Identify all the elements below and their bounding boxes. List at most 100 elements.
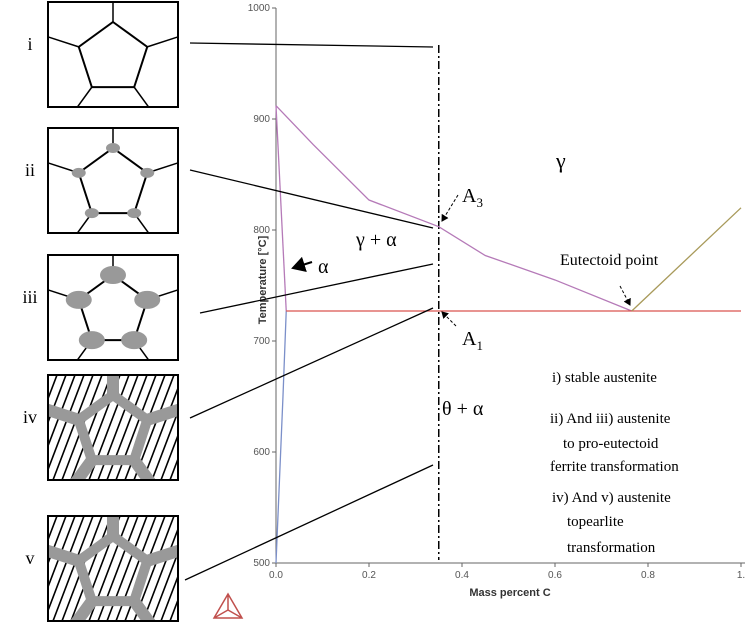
annotation: iv) And v) austenite xyxy=(552,490,671,506)
ferrite-band xyxy=(48,403,81,426)
ferrite xyxy=(106,143,120,153)
ferrite xyxy=(100,266,126,284)
ferrite-band xyxy=(145,403,178,426)
annotation-text: to pro-eutectoid xyxy=(563,436,659,452)
annotation: topearlite xyxy=(567,514,624,530)
annotation: transformation xyxy=(567,540,656,556)
lamella xyxy=(48,516,58,542)
y-tick-label: 1000 xyxy=(248,3,271,14)
y-tick-label: 800 xyxy=(253,225,270,236)
panel-label: ii xyxy=(25,160,35,180)
microstructure xyxy=(0,374,246,481)
y-tick-label: 500 xyxy=(253,558,270,569)
lamella xyxy=(151,550,178,621)
annotation-text: θ + α xyxy=(442,398,484,420)
annotation: to pro-eutectoid xyxy=(563,436,659,452)
annotation-subscript: 3 xyxy=(476,195,483,210)
phase-boundary xyxy=(275,105,287,312)
panel-label: i xyxy=(27,34,32,54)
lamella xyxy=(48,375,67,425)
panel-label: iii xyxy=(22,287,37,307)
lamella xyxy=(48,516,67,566)
annotation-text: γ + α xyxy=(355,229,397,251)
phase-boundary xyxy=(631,207,742,312)
grain xyxy=(77,20,149,89)
lamella xyxy=(142,385,178,480)
connectors xyxy=(184,42,434,581)
lamella xyxy=(188,375,228,480)
lamella xyxy=(169,456,178,480)
x-tick-label: 0.4 xyxy=(455,570,469,581)
ferrite xyxy=(121,331,148,350)
annotation: A1 xyxy=(462,328,483,353)
grains xyxy=(48,128,178,233)
plot: Temperature [°C] Mass percent C 500 600 70… xyxy=(248,3,745,599)
y-tick-label: 700 xyxy=(253,336,270,347)
lamella xyxy=(206,375,246,480)
ferrite-band xyxy=(145,544,178,567)
lamella xyxy=(160,574,178,621)
ferrite xyxy=(71,167,86,178)
panel-frame xyxy=(47,515,179,622)
y-tick-label: 900 xyxy=(253,114,270,125)
annotation-subscript: 1 xyxy=(476,338,483,353)
panel-frame xyxy=(47,1,179,108)
lamella xyxy=(169,597,178,621)
annotation-text: ii) And iii) austenite xyxy=(550,411,671,427)
grain-boundary xyxy=(147,36,178,48)
lamella xyxy=(206,516,246,621)
panel-label: v xyxy=(26,548,35,568)
annotation-text: A xyxy=(462,185,477,207)
panel-frame xyxy=(47,374,179,481)
annotation: α xyxy=(318,256,329,278)
grain xyxy=(77,273,149,342)
x-axis-label: Mass percent C xyxy=(469,587,550,599)
panel-frame xyxy=(47,127,179,234)
annotation-text: transformation xyxy=(567,540,656,556)
lamella xyxy=(0,375,39,480)
annotation-text: α xyxy=(318,256,329,278)
y-tick-label: 600 xyxy=(253,447,270,458)
y-axis-label: Temperature [°C] xyxy=(257,235,269,324)
annotation-text: Eutectoid point xyxy=(560,252,659,269)
annotation-text: iv) And v) austenite xyxy=(552,490,671,506)
ferrite xyxy=(65,290,92,309)
annotation: Eutectoid point xyxy=(560,252,659,269)
ferrite-band xyxy=(48,544,81,567)
ferrite xyxy=(127,208,142,219)
lamella xyxy=(160,433,178,480)
lamella xyxy=(0,516,39,621)
x-tick-label: 0.2 xyxy=(362,570,376,581)
annotation: ii) And iii) austenite xyxy=(550,411,671,427)
phase-boundary xyxy=(275,105,632,312)
ferrite xyxy=(140,167,155,178)
lamella xyxy=(52,516,94,621)
grains xyxy=(0,516,246,621)
annotation: A3 xyxy=(462,185,483,210)
lamella xyxy=(142,526,178,621)
ferrite-band xyxy=(72,529,154,607)
x-tick-label: 0.6 xyxy=(548,570,562,581)
annotation: ferrite transformation xyxy=(550,459,679,475)
microstructure xyxy=(47,127,179,234)
x-tick-label: 1. xyxy=(737,570,745,581)
lamella xyxy=(70,516,112,621)
lamella xyxy=(197,375,237,480)
phase-boundary xyxy=(275,311,287,564)
x-tick-label: 0.0 xyxy=(269,570,283,581)
annotation-text: A xyxy=(462,328,477,350)
annotation-text: γ xyxy=(555,148,566,173)
lamella xyxy=(70,375,112,480)
grains xyxy=(48,255,178,360)
lamella xyxy=(0,375,21,480)
lamella xyxy=(179,375,219,480)
microstructure xyxy=(47,254,179,361)
grain-boundary xyxy=(147,162,178,174)
lamella xyxy=(0,516,3,621)
lamella xyxy=(48,375,49,378)
lamella xyxy=(0,516,30,621)
lamella xyxy=(0,375,30,480)
annotation: γ xyxy=(555,148,566,173)
